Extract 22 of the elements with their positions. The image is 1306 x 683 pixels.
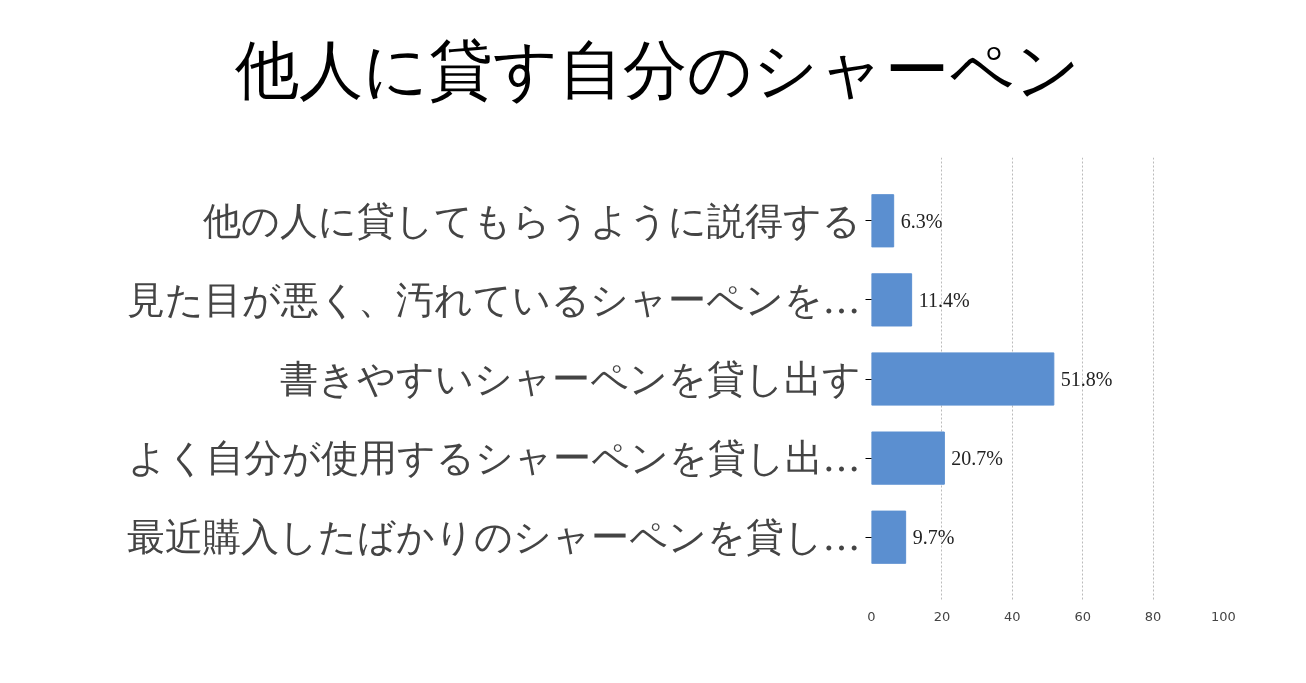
data-label: 20.7% xyxy=(951,447,1004,470)
y-tick-label: 書きやすいシャーペンを貸し出す xyxy=(279,357,861,401)
x-tick-label: 40 xyxy=(1004,608,1021,624)
chart-title: 他人に貸す自分のシャーペン xyxy=(235,32,1081,109)
bar xyxy=(871,510,907,564)
x-tick-label: 0 xyxy=(867,608,876,624)
bar xyxy=(871,431,945,485)
y-tick-label: 他の人に貸してもらうように説得する xyxy=(202,198,861,243)
data-label: 6.3% xyxy=(900,209,943,232)
data-label: 51.8% xyxy=(1060,368,1113,390)
y-tick-label: 最近購入したばかりのシャーペンを貸し… xyxy=(126,515,861,560)
bar xyxy=(871,194,895,248)
x-tick-label: 60 xyxy=(1074,608,1091,624)
bar xyxy=(871,273,913,327)
x-tick-label: 20 xyxy=(933,608,951,624)
data-label: 9.7% xyxy=(912,526,955,549)
data-label: 11.4% xyxy=(918,288,970,311)
bar xyxy=(871,352,1055,406)
x-tick-label: 80 xyxy=(1144,608,1162,624)
x-tick-label: 100 xyxy=(1211,608,1236,624)
y-tick-label: 見た目が悪く、汚れているシャーペンを… xyxy=(126,277,861,322)
y-tick-label: よく自分が使用するシャーペンを貸し出… xyxy=(127,436,861,481)
